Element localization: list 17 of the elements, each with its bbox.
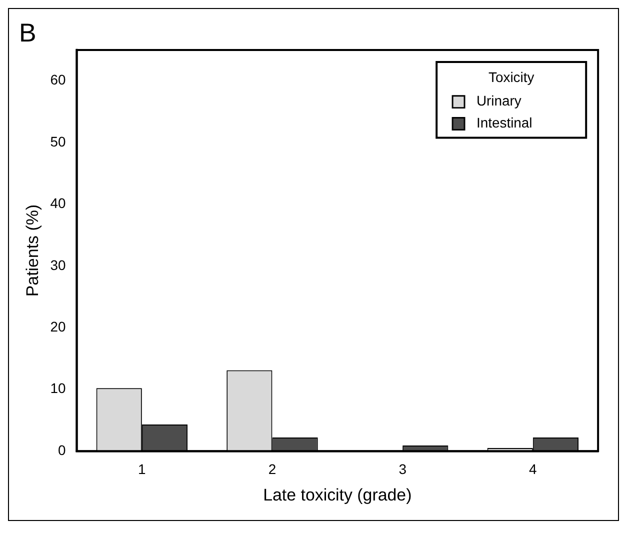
y-axis-title: Patients (%) bbox=[22, 204, 42, 297]
y-tick-label: 60 bbox=[50, 72, 66, 88]
x-tick-label: 1 bbox=[138, 461, 146, 478]
y-tick-label: 20 bbox=[50, 318, 66, 335]
x-axis-title: Late toxicity (grade) bbox=[263, 486, 412, 505]
legend-title: Toxicity bbox=[488, 68, 534, 85]
legend-label: Intestinal bbox=[476, 114, 532, 131]
x-tick-label: 2 bbox=[268, 461, 276, 478]
y-tick-label: 30 bbox=[50, 256, 66, 273]
x-tick-label: 3 bbox=[398, 461, 407, 478]
y-tick-label: 40 bbox=[50, 195, 66, 212]
y-tick-label: 10 bbox=[50, 380, 66, 396]
chart-title: B bbox=[18, 20, 36, 48]
legend-label: Urinary bbox=[476, 92, 522, 109]
x-tick-label: 4 bbox=[529, 461, 538, 478]
y-tick-label: 50 bbox=[50, 133, 66, 150]
y-tick-label: 0 bbox=[58, 442, 66, 458]
